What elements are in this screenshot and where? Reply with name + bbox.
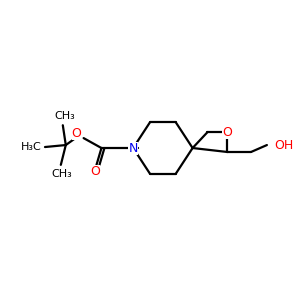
Text: O: O	[72, 127, 82, 140]
Text: CH₃: CH₃	[51, 169, 72, 179]
Text: O: O	[222, 126, 232, 139]
Text: OH: OH	[274, 139, 293, 152]
Text: O: O	[91, 165, 100, 178]
Text: N: N	[128, 142, 138, 154]
Text: CH₃: CH₃	[54, 111, 75, 121]
Text: H₃C: H₃C	[21, 142, 41, 152]
